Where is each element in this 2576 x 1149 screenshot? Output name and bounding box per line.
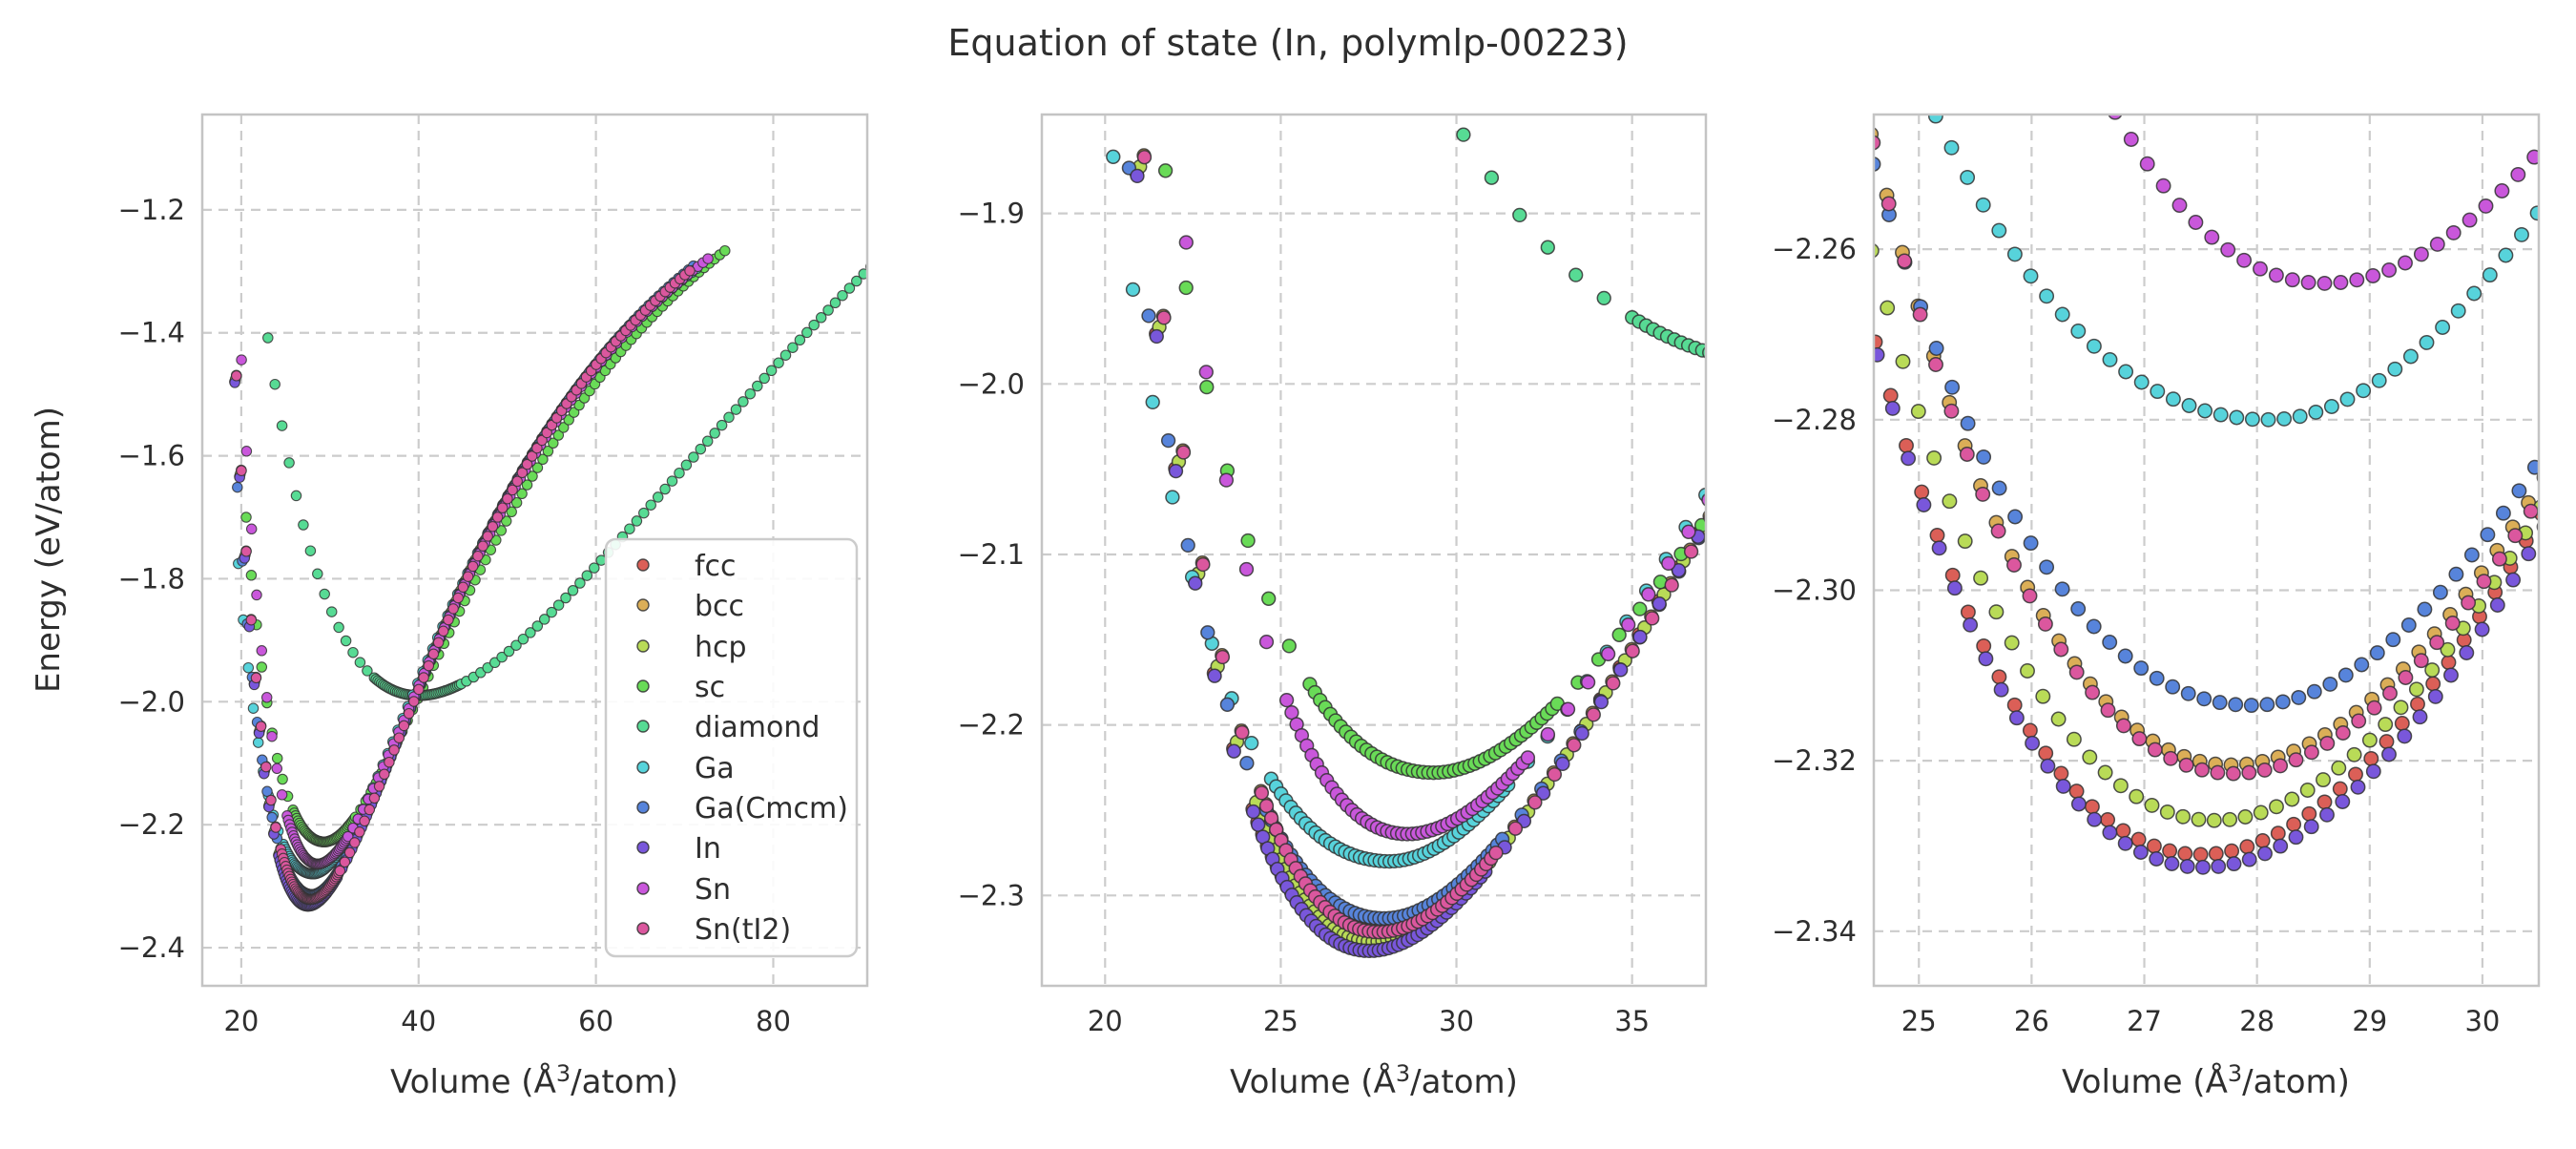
y-tick-label: −2.34 <box>1772 915 1857 948</box>
legend-marker-sc <box>636 679 650 693</box>
x-tick-label: 80 <box>756 1005 791 1037</box>
series-Ga <box>1106 149 1706 869</box>
y-tick-label: −2.2 <box>958 709 1025 742</box>
legend-marker-ga-cmcm <box>636 801 650 814</box>
x-tick-label: 20 <box>1088 1005 1123 1037</box>
legend-label-hcp: hcp <box>695 631 747 664</box>
series-In <box>1130 168 1706 959</box>
y-tick-label: −1.8 <box>118 562 185 595</box>
x-tick-label: 30 <box>2464 1005 2500 1037</box>
y-axis-label: Energy (eV/atom) <box>30 407 68 693</box>
legend-item-diamond: diamond <box>636 711 820 744</box>
series-diamond <box>262 262 867 701</box>
legend-item-hcp: hcp <box>636 631 747 664</box>
legend-item-sc: sc <box>636 671 725 704</box>
y-tick-label: −2.0 <box>958 367 1025 400</box>
y-tick-label: −2.32 <box>1772 744 1857 777</box>
x-tick-label: 29 <box>2352 1005 2387 1037</box>
legend-marker-fcc <box>636 558 650 572</box>
legend-marker-ga <box>636 761 650 774</box>
y-tick-label: −2.2 <box>118 808 185 841</box>
x-axis-label-right: Volume (Å3/atom) <box>2062 1060 2350 1101</box>
figure-title: Equation of state (In, polymlp-00223) <box>947 22 1628 64</box>
chart-panels: 20 40 60 80 −1.2 −1.4 −1.6 −1.8 −2.0 −2.2 −2.4 20 25… <box>118 113 2541 1037</box>
y-tick-label: −1.9 <box>958 198 1025 230</box>
series-Ga <box>1927 115 2539 428</box>
legend-item-in: In <box>636 832 721 866</box>
legend-marker-diamond <box>636 720 650 733</box>
legend-item-sn: Sn <box>636 873 731 907</box>
y-tick-label: −2.26 <box>1772 233 1857 265</box>
legend-marker-hcp <box>636 639 650 653</box>
y-tick-label: −2.30 <box>1772 574 1857 606</box>
y-tick-label: −1.2 <box>118 194 185 226</box>
legend-marker-sn-ti2 <box>636 922 650 935</box>
legend-label-ga-cmcm: Ga(Cmcm) <box>695 792 848 825</box>
x-tick-label: 35 <box>1614 1005 1650 1037</box>
x-tick-label: 20 <box>223 1005 259 1037</box>
series-Sn <box>1178 235 1706 842</box>
x-tick-label: 25 <box>1263 1005 1298 1037</box>
legend-label-diamond: diamond <box>695 711 820 744</box>
series-sc <box>1157 163 1706 781</box>
legend-item-ga: Ga <box>636 752 735 785</box>
x-tick-label: 28 <box>2239 1005 2275 1037</box>
y-tick-label: −2.1 <box>958 538 1025 571</box>
legend-item-ga-cmcm: Ga(Cmcm) <box>636 792 848 825</box>
x-axis-label-left: Volume (Å3/atom) <box>390 1060 678 1101</box>
legend-marker-sn <box>636 882 650 895</box>
panel-min-zoom: 25 26 27 28 29 30 −2.26 −2.28 −2.30 −2.32 −2.34 <box>1772 113 2541 1037</box>
series-Sn(tI2) <box>1136 150 1706 940</box>
panel-overview-points <box>229 244 867 912</box>
panel-mid-zoom: 20 25 30 35 −1.9 −2.0 −2.1 −2.2 −2.3 <box>958 113 1708 1037</box>
legend-label-ga: Ga <box>695 752 735 785</box>
series-In <box>1874 346 2539 875</box>
panel-min-zoom-points <box>1874 115 2539 875</box>
legend-label-bcc: bcc <box>695 590 744 623</box>
x-tick-label: 60 <box>578 1005 613 1037</box>
x-axis-label-middle: Volume (Å3/atom) <box>1230 1060 1518 1101</box>
y-tick-label: −1.4 <box>118 317 185 349</box>
legend-item-bcc: bcc <box>636 590 744 623</box>
series-bcc <box>1136 148 1706 938</box>
legend-label-sc: sc <box>695 671 725 704</box>
legend-label-sn-ti2: Sn(tI2) <box>695 913 791 947</box>
series-Sn(tI2) <box>1874 135 2539 782</box>
x-tick-label: 40 <box>401 1005 436 1037</box>
series-Ga(Cmcm) <box>1874 157 2539 714</box>
y-tick-label: −2.4 <box>118 931 185 964</box>
y-tick-label: −2.0 <box>118 685 185 718</box>
legend-label-in: In <box>695 832 721 866</box>
series-Sn(tI2) <box>231 265 696 906</box>
y-tick-label: −2.28 <box>1772 404 1857 436</box>
legend-item-sn-ti2: Sn(tI2) <box>636 913 791 947</box>
panel-overview: 20 40 60 80 −1.2 −1.4 −1.6 −1.8 −2.0 −2.2 −2.4 <box>118 113 869 1037</box>
legend-item-fcc: fcc <box>636 550 737 583</box>
y-tick-label: −1.6 <box>118 440 185 472</box>
x-tick-label: 25 <box>1901 1005 1937 1037</box>
x-tick-label: 30 <box>1439 1005 1474 1037</box>
legend-marker-in <box>636 841 650 854</box>
legend-frame <box>604 537 859 958</box>
legend-marker-bcc <box>636 598 650 612</box>
legend-label-sn: Sn <box>695 873 731 907</box>
series-Ga(Cmcm) <box>1121 160 1706 927</box>
x-tick-label: 26 <box>2014 1005 2049 1037</box>
y-tick-label: −2.3 <box>958 879 1025 911</box>
series-hcp <box>1874 243 2539 828</box>
series-Sn <box>2108 115 2539 291</box>
x-tick-label: 27 <box>2127 1005 2162 1037</box>
panel-mid-zoom-points <box>1106 127 1706 959</box>
series-diamond <box>1456 127 1706 360</box>
legend-label-fcc: fcc <box>695 550 737 583</box>
legend: fcc bcc hcp sc diamond Ga Ga(Cmcm) In <box>604 537 859 958</box>
